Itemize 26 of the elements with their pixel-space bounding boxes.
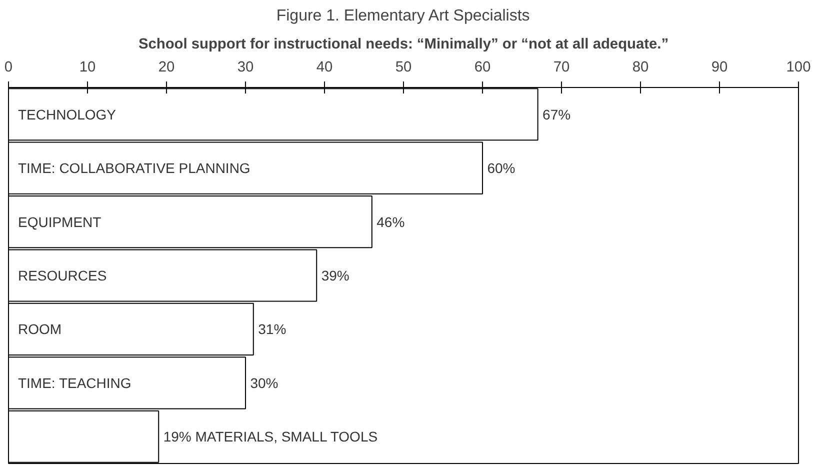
y-tick-label: TECHNOLOGY [18, 106, 117, 122]
x-tick-label: 0 [4, 60, 13, 76]
y-tick-label: RESOURCES [18, 268, 107, 284]
chart-subtitle: School support for instructional needs: “Minimally” or “not at all adequate.” [138, 36, 669, 52]
chart-title: Figure 1. Elementary Art Specialists [276, 8, 530, 24]
y-tick-label: TIME: TEACHING [18, 374, 132, 391]
y-tick-label: EQUIPMENT [18, 214, 102, 230]
x-tick-label: 60 [474, 60, 491, 76]
y-tick-label: ROOM [18, 321, 62, 338]
data-label: 46% [376, 214, 405, 230]
x-tick-label: 10 [79, 60, 96, 76]
x-tick-label: 20 [158, 60, 175, 76]
x-tick-label: 100 [786, 60, 811, 76]
x-tick-label: 30 [237, 60, 254, 76]
y-tick-label: TIME: COLLABORATIVE PLANNING [18, 160, 250, 176]
x-tick-label: 50 [395, 60, 412, 76]
data-label: 30% [250, 374, 278, 391]
data-label: 31% [258, 321, 286, 338]
x-tick-label: 90 [711, 60, 728, 76]
data-label: 67% [542, 106, 571, 122]
x-tick-label: 80 [632, 60, 649, 76]
x-tick-label: 40 [316, 60, 333, 76]
data-label: 60% [487, 160, 516, 176]
x-tick-label: 70 [553, 60, 570, 76]
data-label: 39% [321, 268, 350, 284]
text: 19% MATERIALS, SMALL TOOLS [163, 428, 378, 445]
